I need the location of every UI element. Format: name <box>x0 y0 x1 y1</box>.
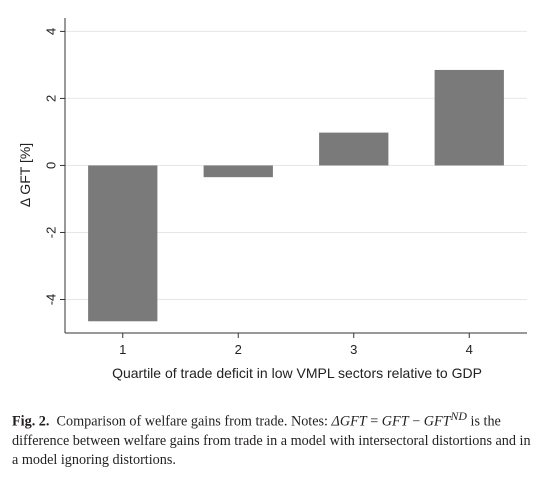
caption-minus: − <box>408 413 424 430</box>
x-tick-label: 2 <box>235 342 242 357</box>
y-tick-label: 2 <box>44 95 59 102</box>
bar-quartile-2 <box>203 165 273 178</box>
x-tick-label: 3 <box>350 342 357 357</box>
bar-quartile-4 <box>434 69 504 166</box>
caption-math-gft-nd: GFT <box>423 413 451 430</box>
x-axis-title: Quartile of trade deficit in low VMPL se… <box>112 365 482 381</box>
y-ticks: -4 -2 0 2 4 <box>44 28 65 305</box>
y-tick-label: 4 <box>44 28 59 35</box>
y-tick-label: -2 <box>44 227 59 239</box>
caption-math-gft: GFT <box>381 413 409 430</box>
caption-text-b: is the difference between welfare gains … <box>12 413 531 468</box>
x-tick-label: 4 <box>466 342 473 357</box>
bars <box>88 69 504 322</box>
caption-text-a: Comparison of welfare gains from trade. … <box>56 413 332 430</box>
y-tick-label: -4 <box>44 294 59 306</box>
caption-math-delta-gft: ΔGFT <box>331 413 367 430</box>
caption-eq: = <box>366 413 382 430</box>
axes <box>64 18 527 334</box>
y-tick-label: 0 <box>44 162 59 169</box>
bar-quartile-3 <box>319 132 389 166</box>
caption-superscript-nd: ND <box>450 409 467 423</box>
figure-label: Fig. 2. <box>12 413 50 430</box>
figure-caption: Fig. 2. Comparison of welfare gains from… <box>12 407 540 470</box>
y-axis-title: Δ GFT [%] <box>17 143 33 207</box>
x-ticks: 1 2 3 4 <box>119 333 473 357</box>
bar-quartile-1 <box>88 165 158 322</box>
bar-chart: -4 -2 0 2 4 1 2 3 4 Δ GFT [%] Quartile of trade… <box>17 18 527 381</box>
x-tick-label: 1 <box>119 342 126 357</box>
